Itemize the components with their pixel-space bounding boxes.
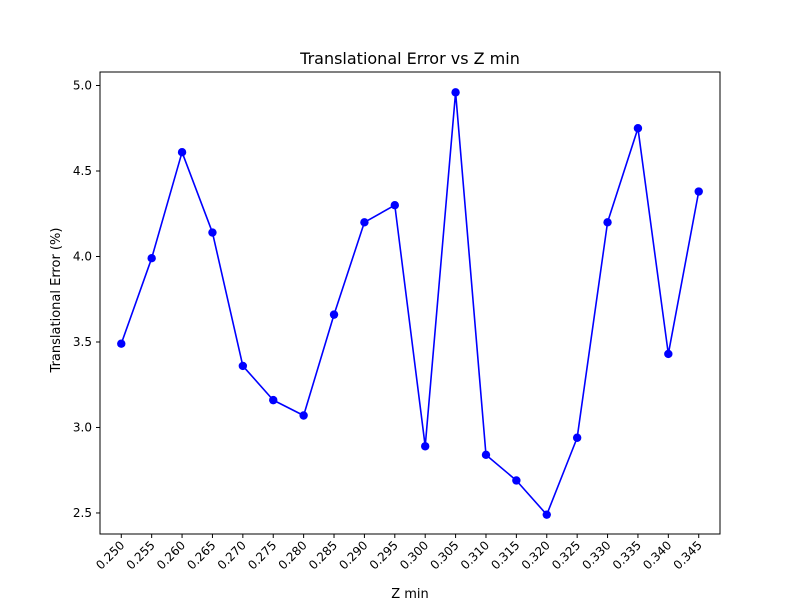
y-tick-label: 4.5: [73, 164, 92, 178]
y-tick-label: 5.0: [73, 79, 92, 93]
data-point: [451, 88, 460, 97]
data-point: [208, 228, 217, 237]
data-point: [177, 147, 187, 157]
data-point: [512, 476, 521, 485]
y-tick-label: 3.5: [73, 335, 92, 349]
data-point: [117, 339, 126, 348]
data-point: [390, 201, 399, 210]
data-point: [299, 411, 308, 420]
chart-title: Translational Error vs Z min: [299, 49, 520, 68]
data-point: [694, 187, 703, 196]
y-tick-label: 4.0: [73, 249, 92, 263]
x-axis-label: Z min: [391, 587, 429, 600]
data-point: [360, 218, 369, 227]
y-tick-label: 2.5: [73, 506, 92, 520]
data-point: [238, 361, 248, 371]
data-point: [603, 218, 612, 227]
data-point: [329, 310, 339, 319]
axes-frame: [99, 71, 721, 535]
data-point: [664, 349, 673, 359]
data-point: [269, 395, 278, 405]
data-point: [542, 510, 551, 519]
y-axis-label: Translational Error (%): [49, 228, 64, 374]
data-point: [572, 433, 582, 442]
series-line: [120, 91, 700, 516]
data-point: [147, 254, 156, 263]
data-point: [421, 442, 430, 451]
data-point: [633, 124, 643, 133]
data-point: [481, 450, 491, 460]
y-tick-label: 3.0: [73, 420, 92, 434]
